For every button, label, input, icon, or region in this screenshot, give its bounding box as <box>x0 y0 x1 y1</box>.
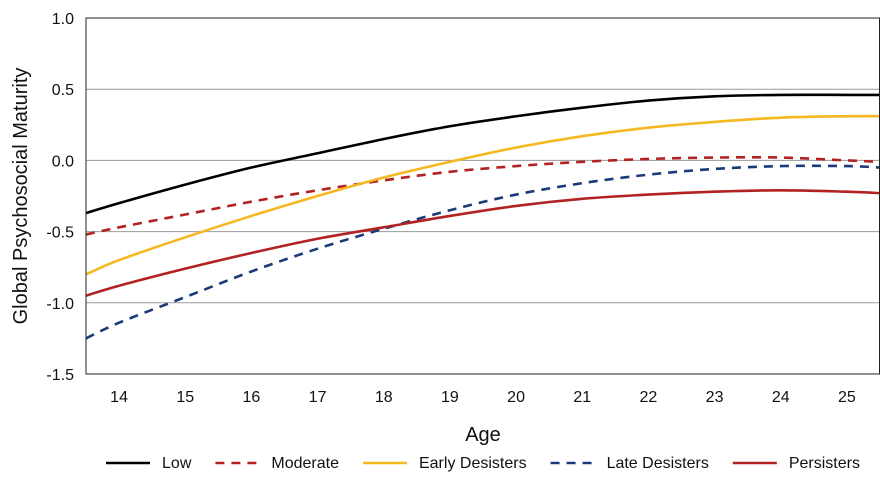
x-tick-label: 16 <box>243 389 261 406</box>
series-line-persisters <box>86 189 880 297</box>
gridlines <box>86 88 880 304</box>
y-tick-label: 1.0 <box>52 11 74 28</box>
legend-label-persisters: Persisters <box>789 455 860 472</box>
legend-label-low: Low <box>162 455 192 472</box>
plot-frame <box>85 17 880 375</box>
y-tick-label: -1.0 <box>46 296 74 313</box>
x-tick-label: 17 <box>309 389 327 406</box>
legend: Low Moderate Early Desisters Late Desisters… <box>106 455 860 472</box>
legend-label-early-desisters: Early Desisters <box>419 455 527 472</box>
x-axis-title: Age <box>465 424 501 446</box>
x-tick-label: 18 <box>375 389 393 406</box>
y-tick-label: 0.0 <box>52 153 74 170</box>
x-axis-ticks: 14 15 16 17 18 19 20 21 22 23 24 25 <box>110 389 856 406</box>
series-line-low <box>86 93 880 215</box>
x-tick-label: 24 <box>772 389 790 406</box>
legend-label-late-desisters: Late Desisters <box>607 455 709 472</box>
series-lines <box>86 93 880 340</box>
x-tick-label: 22 <box>640 389 658 406</box>
x-tick-label: 19 <box>441 389 459 406</box>
x-tick-label: 23 <box>706 389 724 406</box>
legend-label-moderate: Moderate <box>271 455 339 472</box>
y-axis-ticks: -1.5 -1.0 -0.5 0.0 0.5 1.0 <box>46 11 74 384</box>
x-tick-label: 14 <box>110 389 128 406</box>
y-axis-title: Global Psychosocial Maturity <box>10 68 32 325</box>
x-tick-label: 21 <box>573 389 591 406</box>
x-tick-label: 15 <box>176 389 194 406</box>
y-tick-label: 0.5 <box>52 82 74 99</box>
y-tick-label: -0.5 <box>46 225 74 242</box>
y-tick-label: -1.5 <box>46 367 74 384</box>
series-line-late-desisters <box>86 164 880 340</box>
series-line-early-desisters <box>86 114 880 276</box>
x-tick-label: 25 <box>838 389 856 406</box>
series-line-moderate <box>86 155 880 236</box>
x-tick-label: 20 <box>507 389 525 406</box>
